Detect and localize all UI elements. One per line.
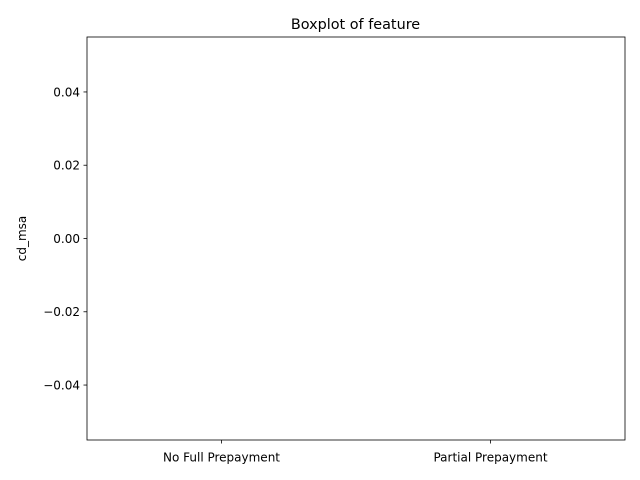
axes-frame	[86, 36, 626, 441]
y-tick-label: −0.02	[43, 305, 80, 319]
y-axis-ticks: −0.04 −0.02 0.00 0.02 0.04	[43, 85, 87, 392]
x-tick-label: Partial Prepayment	[433, 451, 547, 465]
x-axis-ticks: No Full Prepayment Partial Prepayment	[163, 440, 548, 465]
y-axis-title: cd_msa	[15, 216, 29, 262]
x-tick-label: No Full Prepayment	[163, 451, 280, 465]
chart-title: Boxplot of feature	[291, 17, 420, 33]
y-tick-label: 0.04	[53, 85, 80, 99]
y-tick-label: 0.00	[53, 232, 80, 246]
y-tick-label: −0.04	[43, 378, 80, 392]
y-tick-label: 0.02	[53, 159, 80, 173]
